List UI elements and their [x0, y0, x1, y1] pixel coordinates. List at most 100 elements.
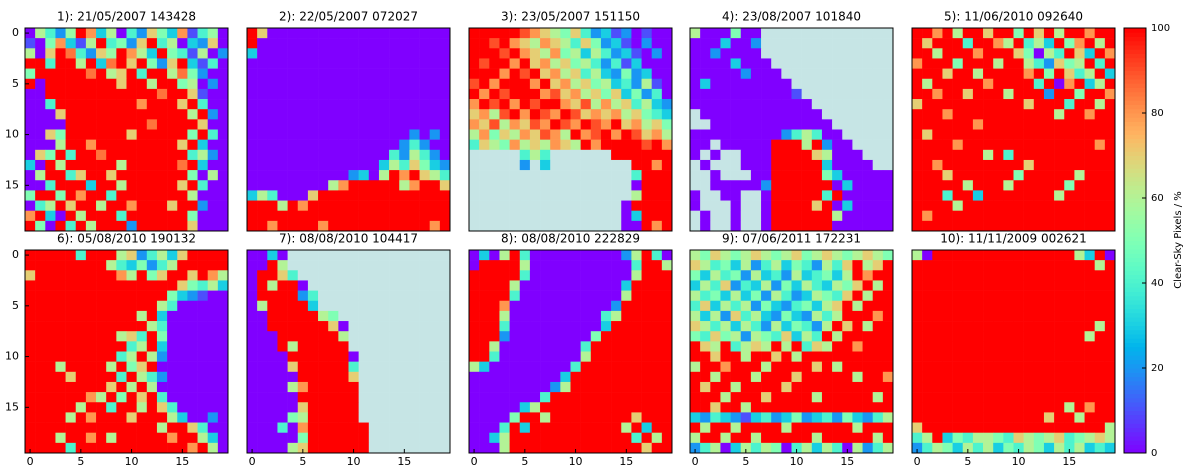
- heatmap-cell: [389, 28, 400, 39]
- heatmap-cell: [590, 210, 602, 222]
- heatmap-cell: [519, 119, 531, 130]
- heatmap-cell: [35, 280, 46, 291]
- heatmap-cell: [1064, 250, 1075, 261]
- heatmap-cell: [348, 341, 359, 352]
- heatmap-cell: [771, 351, 782, 362]
- heatmap-cell: [187, 422, 198, 433]
- heatmap-cell: [580, 280, 592, 291]
- heatmap-cell: [489, 371, 500, 383]
- heatmap-cell: [872, 310, 884, 322]
- heatmap-cell: [821, 250, 833, 261]
- heatmap-cell: [1104, 300, 1116, 312]
- heatmap-cell: [75, 180, 87, 191]
- heatmap-cell: [912, 260, 923, 271]
- heatmap-cell: [126, 139, 137, 151]
- heatmap-cell: [499, 280, 510, 291]
- colorbar-swatch: [1124, 164, 1146, 169]
- heatmap-cell: [932, 129, 943, 140]
- heatmap-cell: [529, 78, 541, 90]
- colorbar-swatch: [1124, 431, 1146, 437]
- heatmap-cell: [167, 290, 178, 302]
- heatmap-cell: [922, 260, 933, 271]
- heatmap-cell: [307, 351, 319, 362]
- heatmap-cell: [267, 260, 278, 271]
- heatmap-cell: [952, 200, 964, 211]
- heatmap-cell: [862, 119, 873, 130]
- heatmap-cell: [590, 88, 602, 100]
- heatmap-cell: [710, 422, 721, 433]
- heatmap-cell: [690, 99, 701, 110]
- heatmap-cell: [1104, 331, 1116, 342]
- colorbar-swatch: [1124, 334, 1146, 339]
- heatmap-cell: [55, 129, 66, 140]
- heatmap-cell: [1094, 371, 1106, 383]
- heatmap-cell: [348, 58, 359, 69]
- heatmap-cell: [1074, 129, 1085, 140]
- heatmap-cell: [1104, 361, 1116, 373]
- heatmap-cell: [65, 88, 77, 100]
- heatmap-cell: [187, 190, 198, 201]
- heatmap-cell: [1033, 381, 1045, 393]
- heatmap-cell: [187, 210, 198, 222]
- heatmap-cell: [811, 260, 823, 271]
- heatmap-cell: [187, 442, 198, 454]
- heatmap-cell: [560, 270, 571, 281]
- colorbar-swatch: [1124, 244, 1146, 250]
- heatmap-cell: [842, 170, 853, 181]
- heatmap-cell: [952, 351, 964, 362]
- heatmap-cell: [781, 402, 792, 413]
- heatmap-cell: [338, 139, 349, 151]
- heatmap-cell: [146, 190, 158, 201]
- heatmap-cell: [740, 190, 752, 201]
- heatmap-cell: [912, 321, 923, 332]
- heatmap-cell: [641, 250, 652, 261]
- heatmap-cell: [499, 88, 510, 100]
- heatmap-cell: [781, 432, 792, 444]
- heatmap-cell: [1023, 250, 1035, 261]
- heatmap-cell: [519, 149, 531, 161]
- heatmap-cell: [600, 290, 612, 302]
- heatmap-cell: [661, 190, 673, 201]
- heatmap-cell: [1023, 109, 1035, 120]
- heatmap-cell: [1023, 270, 1035, 281]
- heatmap-cell: [962, 290, 974, 302]
- heatmap-cell: [85, 331, 97, 342]
- heatmap-cell: [1043, 321, 1055, 332]
- heatmap-cell: [247, 321, 258, 332]
- heatmap-cell: [257, 432, 268, 444]
- heatmap-cell: [277, 432, 288, 444]
- heatmap-cell: [560, 220, 571, 232]
- heatmap-cell: [247, 180, 258, 191]
- heatmap-cell: [328, 68, 339, 80]
- heatmap-cell: [126, 310, 137, 322]
- heatmap-cell: [600, 432, 612, 444]
- heatmap-cell: [872, 392, 884, 403]
- heatmap-cell: [842, 190, 853, 201]
- heatmap-cell: [761, 300, 772, 312]
- heatmap-cell: [116, 412, 127, 423]
- heatmap-cell: [378, 109, 390, 120]
- heatmap-cell: [1023, 402, 1035, 413]
- heatmap-cell: [600, 99, 612, 110]
- heatmap-cell: [439, 412, 451, 423]
- heatmap-cell: [429, 351, 441, 362]
- heatmap-cell: [389, 159, 400, 171]
- heatmap-cell: [247, 290, 258, 302]
- heatmap-cell: [720, 28, 731, 39]
- heatmap-cell: [207, 139, 219, 151]
- heatmap-cell: [409, 68, 420, 80]
- heatmap-cell: [156, 310, 168, 322]
- heatmap-cell: [247, 200, 258, 211]
- heatmap-cell: [1094, 78, 1106, 90]
- heatmap-cell: [1003, 119, 1014, 130]
- heatmap-cell: [983, 78, 994, 90]
- heatmap-cell: [740, 402, 752, 413]
- heatmap-cell: [399, 290, 410, 302]
- heatmap-cell: [811, 331, 823, 342]
- x-tick-label: 10: [125, 455, 139, 465]
- heatmap-cell: [378, 412, 390, 423]
- heatmap-cell: [641, 220, 652, 232]
- heatmap-cell: [962, 180, 974, 191]
- heatmap-cell: [1084, 129, 1095, 140]
- heatmap-cell: [942, 270, 953, 281]
